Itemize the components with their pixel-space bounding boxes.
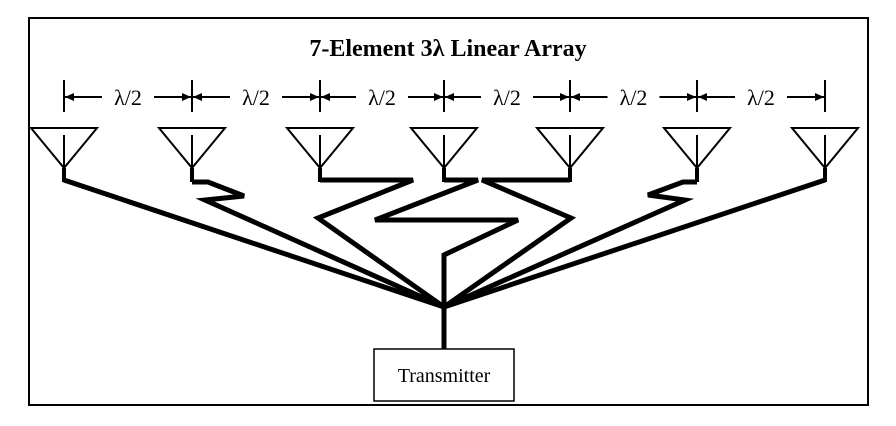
transmitter-label: Transmitter	[398, 365, 491, 387]
antenna-icon	[789, 127, 861, 182]
diagram-title: 7-Element 3λ Linear Array	[309, 36, 586, 62]
feed-line-3	[312, 177, 446, 310]
feed-line-6	[442, 179, 697, 310]
feed-network	[63, 177, 826, 310]
transmitter-box: Transmitter	[373, 348, 515, 402]
feed-line-4	[374, 177, 520, 307]
spacing-label: λ/2	[620, 85, 648, 110]
spacing-label: λ/2	[368, 85, 396, 110]
spacing-label: λ/2	[242, 85, 270, 110]
feed-line-1	[63, 177, 445, 310]
antenna-array	[28, 127, 861, 182]
spacing-label: λ/2	[114, 85, 142, 110]
antenna-icon	[28, 127, 100, 182]
feed-line-2	[192, 179, 446, 310]
spacing-label: λ/2	[493, 85, 521, 110]
feed-line-5	[442, 177, 577, 310]
feed-line-7	[443, 177, 826, 310]
spacing-label: λ/2	[747, 85, 775, 110]
spacing-dimension-row: λ/2 λ/2 λ/2 λ/2 λ/2 λ/2	[63, 80, 826, 112]
